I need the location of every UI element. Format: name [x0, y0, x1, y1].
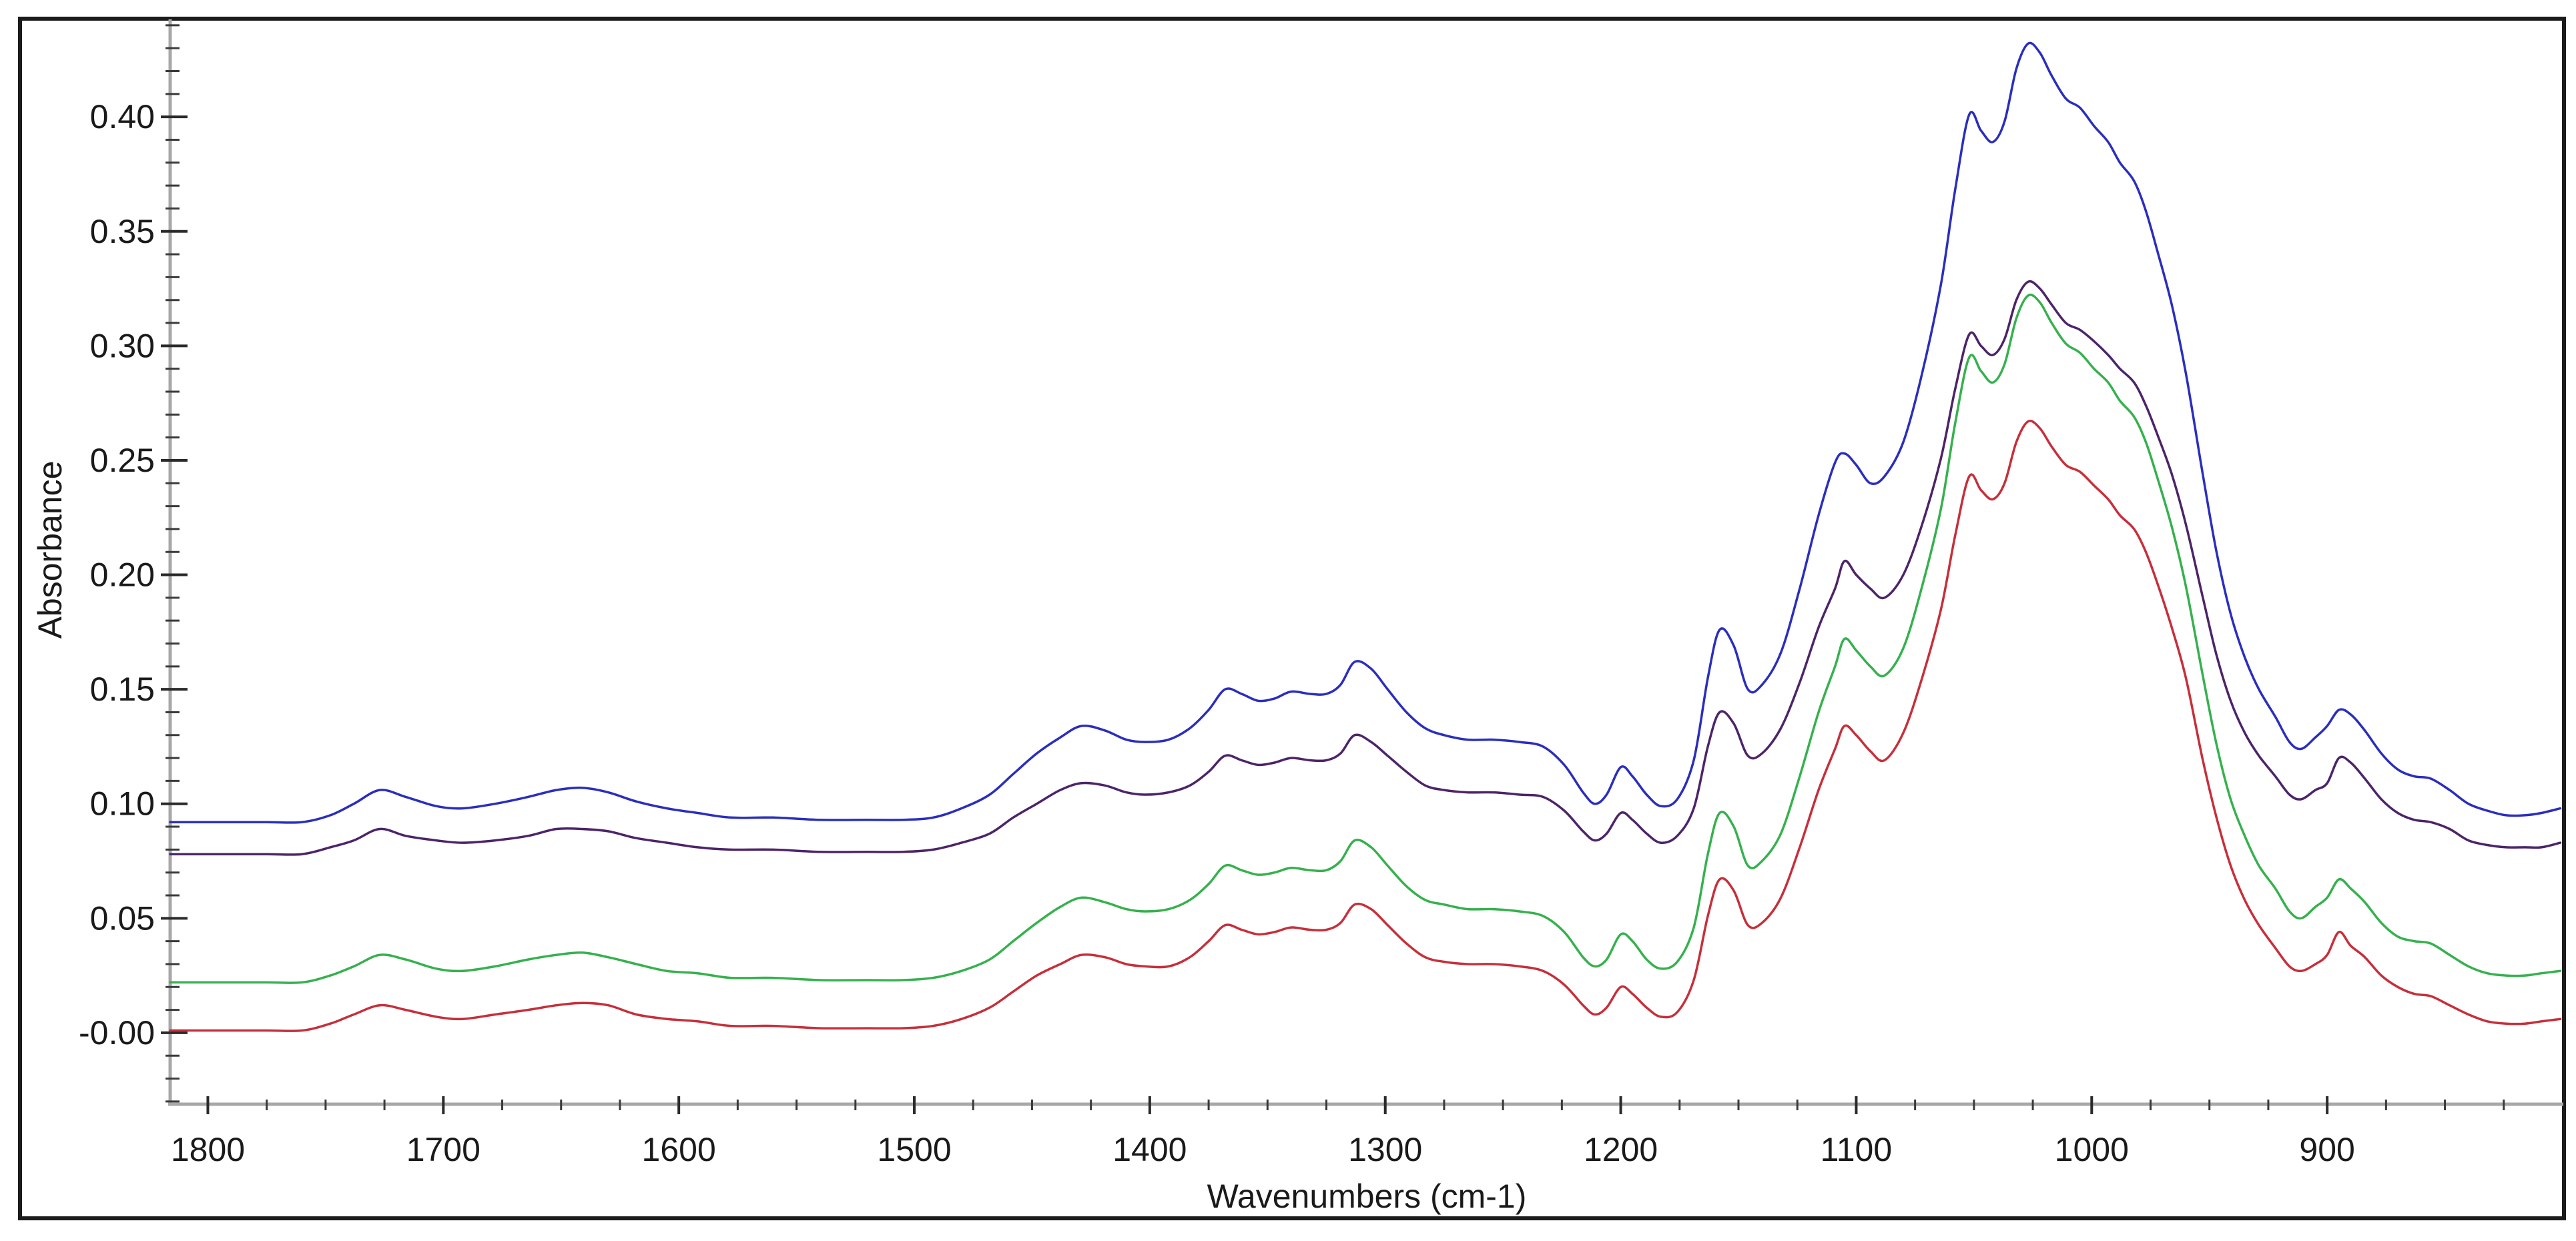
- spectrum-line-red: [169, 420, 2562, 1032]
- y-tick-label: 0.40: [90, 98, 155, 135]
- spectrum-line-green: [169, 294, 2562, 984]
- y-tick-label: 0.20: [90, 556, 155, 594]
- x-tick-label: 1100: [1821, 1131, 1893, 1168]
- y-tick-label: 0.25: [90, 442, 155, 479]
- x-tick-label: 1200: [1584, 1131, 1658, 1168]
- x-tick-label: 1500: [877, 1131, 951, 1168]
- x-tick-label: 1800: [171, 1131, 245, 1168]
- y-axis-title: Absorbance: [31, 461, 69, 639]
- x-tick-label: 1300: [1348, 1131, 1422, 1168]
- x-tick-label: 1700: [406, 1131, 480, 1168]
- figure-border: [18, 17, 2566, 1220]
- y-tick-label: 0.15: [90, 671, 155, 708]
- x-tick-label: 1000: [2055, 1131, 2129, 1168]
- spectrum-line-purple: [169, 280, 2562, 856]
- y-tick-label: 0.30: [90, 327, 155, 364]
- spectra-curves: [169, 41, 2562, 1032]
- spectrum-line-blue: [169, 41, 2562, 824]
- y-tick-label: 0.05: [90, 899, 155, 937]
- y-tick-label: 0.35: [90, 213, 155, 250]
- y-tick-label: 0.10: [90, 785, 155, 823]
- y-tick-label: -0.00: [79, 1014, 155, 1052]
- x-tick-label: 1600: [642, 1131, 716, 1168]
- x-axis-title: Wavenumbers (cm-1): [1207, 1178, 1527, 1215]
- axis-ticks: 1800 1700 1600 1500 1400 1300 1200 1100 1000 900 0…: [79, 24, 2505, 1168]
- x-tick-label: 900: [2299, 1131, 2354, 1168]
- x-tick-label: 1400: [1112, 1131, 1187, 1168]
